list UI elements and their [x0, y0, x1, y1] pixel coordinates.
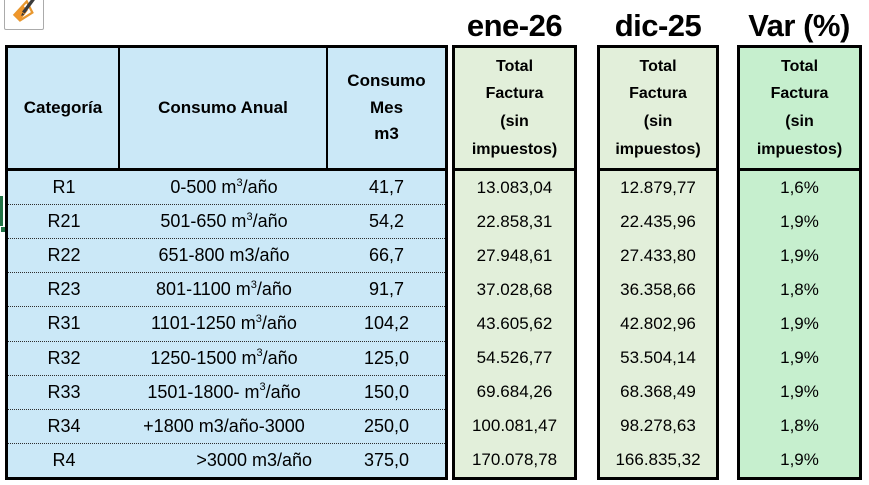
- selection-border: [0, 196, 3, 230]
- dic-25-factura-column: Total Factura (sin impuestos) 12.879,77 2…: [597, 45, 719, 480]
- column-title-var[interactable]: Var (%): [748, 8, 850, 43]
- table-row: R1 0-500 m 3/año 41,7: [8, 171, 445, 205]
- column-title-ene-26[interactable]: ene-26: [466, 8, 563, 43]
- cell-factura-ene[interactable]: 43.605,62: [476, 314, 553, 333]
- table-row: R33 1501-1800- m 3/año 150,0: [8, 374, 445, 409]
- header-categoria[interactable]: Categoría: [8, 48, 120, 168]
- tariff-table-header: Categoría Consumo Anual Consumo Mes m3: [8, 48, 445, 171]
- cell-consumo-anual[interactable]: 1101-1250 m 3/año: [151, 313, 297, 334]
- column-title-dic-25[interactable]: dic-25: [614, 8, 702, 43]
- table-row: R4 >3000 m3/año 375,0: [8, 442, 445, 477]
- cell-categoria[interactable]: R31: [47, 313, 81, 334]
- cell-categoria[interactable]: R1: [52, 177, 76, 198]
- cell-var-pct[interactable]: 1,9%: [780, 314, 819, 333]
- cell-var-pct[interactable]: 1,9%: [780, 246, 819, 265]
- cell-consumo-anual[interactable]: 501-650 m 3/año: [160, 210, 288, 232]
- cell-factura-ene[interactable]: 37.028,68: [476, 280, 553, 299]
- cell-consumo-anual[interactable]: 1250-1500 m 3/año: [150, 347, 298, 368]
- cell-categoria[interactable]: R34: [47, 415, 81, 436]
- cell-categoria[interactable]: R4: [52, 449, 76, 470]
- cell-factura-ene[interactable]: 54.526,77: [476, 348, 553, 367]
- table-row: R23 801-1100 m 3/año 91,7: [8, 272, 445, 307]
- cell-consumo-anual[interactable]: 0-500 m 3/año: [170, 176, 278, 198]
- cell-consumo-mes[interactable]: 91,7: [368, 279, 405, 300]
- cell-categoria[interactable]: R32: [47, 347, 81, 368]
- dic-25-values: 12.879,77 22.435,96 27.433,80 36.358,66 42.8…: [600, 171, 716, 477]
- cell-consumo-mes[interactable]: 250,0: [363, 415, 410, 436]
- cell-factura-ene[interactable]: 13.083,04: [476, 178, 553, 197]
- cell-consumo-mes[interactable]: 41,7: [368, 177, 405, 198]
- cell-factura-dic[interactable]: 22.435,96: [620, 212, 696, 231]
- cell-categoria[interactable]: R23: [47, 279, 81, 300]
- tariff-table-body: R1 0-500 m 3/año 41,7 R21 501-650 m 3/año 54,2 R…: [8, 171, 445, 477]
- cell-var-pct[interactable]: 1,9%: [780, 212, 819, 231]
- cell-var-pct[interactable]: 1,8%: [780, 280, 819, 299]
- header-consumo-anual[interactable]: Consumo Anual: [120, 48, 328, 168]
- format-painter-icon: [11, 0, 38, 25]
- cell-factura-dic[interactable]: 36.358,66: [620, 280, 696, 299]
- cell-factura-ene[interactable]: 100.081,47: [471, 416, 558, 435]
- cell-factura-dic[interactable]: 12.879,77: [620, 178, 696, 197]
- cell-consumo-mes[interactable]: 125,0: [363, 347, 410, 368]
- cell-factura-dic[interactable]: 42.802,96: [620, 314, 696, 333]
- var-factura-column: Total Factura (sin impuestos) 1,6% 1,9% 1,…: [737, 45, 862, 480]
- cell-factura-ene[interactable]: 170.078,78: [471, 450, 558, 469]
- header-total-factura-var[interactable]: Total Factura (sin impuestos): [740, 48, 859, 171]
- table-row: R21 501-650 m 3/año 54,2: [8, 204, 445, 239]
- cell-consumo-mes[interactable]: 104,2: [363, 313, 410, 334]
- cell-consumo-anual[interactable]: 651-800 m3/año: [158, 245, 290, 266]
- cell-factura-dic[interactable]: 166.835,32: [615, 450, 701, 469]
- cell-factura-ene[interactable]: 22.858,31: [476, 212, 553, 231]
- smart-tag-button[interactable]: [4, 0, 44, 30]
- cell-consumo-mes[interactable]: 150,0: [363, 381, 410, 402]
- ene-26-factura-column: Total Factura (sin impuestos) 13.083,04 2…: [452, 45, 577, 480]
- cell-categoria[interactable]: R33: [47, 381, 81, 402]
- cell-var-pct[interactable]: 1,9%: [780, 382, 819, 401]
- ene-26-values: 13.083,04 22.858,31 27.948,61 37.028,68 43.6…: [455, 171, 574, 477]
- cell-categoria[interactable]: R22: [47, 245, 81, 266]
- tariff-table: Categoría Consumo Anual Consumo Mes m3 R…: [5, 45, 448, 480]
- cell-consumo-anual[interactable]: 801-1100 m 3/año: [156, 278, 292, 300]
- cell-factura-dic[interactable]: 53.504,14: [620, 348, 696, 367]
- cell-consumo-mes[interactable]: 54,2: [368, 211, 405, 232]
- cell-var-pct[interactable]: 1,6%: [780, 178, 819, 197]
- cell-factura-dic[interactable]: 98.278,63: [620, 416, 696, 435]
- cell-var-pct[interactable]: 1,9%: [780, 450, 819, 469]
- table-row: R22 651-800 m3/año 66,7: [8, 238, 445, 273]
- table-row: R32 1250-1500 m 3/año 125,0: [8, 340, 445, 375]
- table-row: R34 +1800 m3/año-3000 250,0: [8, 408, 445, 443]
- cell-factura-dic[interactable]: 68.368,49: [620, 382, 696, 401]
- header-total-factura-ene[interactable]: Total Factura (sin impuestos): [455, 48, 574, 171]
- cell-factura-dic[interactable]: 27.433,80: [620, 246, 696, 265]
- cell-consumo-mes[interactable]: 66,7: [368, 245, 405, 266]
- cell-var-pct[interactable]: 1,8%: [780, 416, 819, 435]
- cell-consumo-anual[interactable]: +1800 m3/año-3000: [143, 415, 305, 436]
- header-total-factura-dic[interactable]: Total Factura (sin impuestos): [600, 48, 716, 171]
- cell-var-pct[interactable]: 1,9%: [780, 348, 819, 367]
- cell-factura-ene[interactable]: 69.684,26: [476, 382, 553, 401]
- cell-categoria[interactable]: R21: [47, 211, 81, 232]
- var-values: 1,6% 1,9% 1,9% 1,8% 1,9% 1,9% 1,9% 1,8% 1,9%: [740, 171, 859, 477]
- cell-consumo-mes[interactable]: 375,0: [363, 449, 410, 470]
- cell-factura-ene[interactable]: 27.948,61: [476, 246, 553, 265]
- cell-consumo-anual[interactable]: 1501-1800- m 3/año: [147, 381, 301, 402]
- header-consumo-mes[interactable]: Consumo Mes m3: [328, 48, 445, 168]
- table-row: R31 1101-1250 m 3/año 104,2: [8, 306, 445, 341]
- cell-consumo-anual[interactable]: >3000 m3/año: [196, 449, 312, 470]
